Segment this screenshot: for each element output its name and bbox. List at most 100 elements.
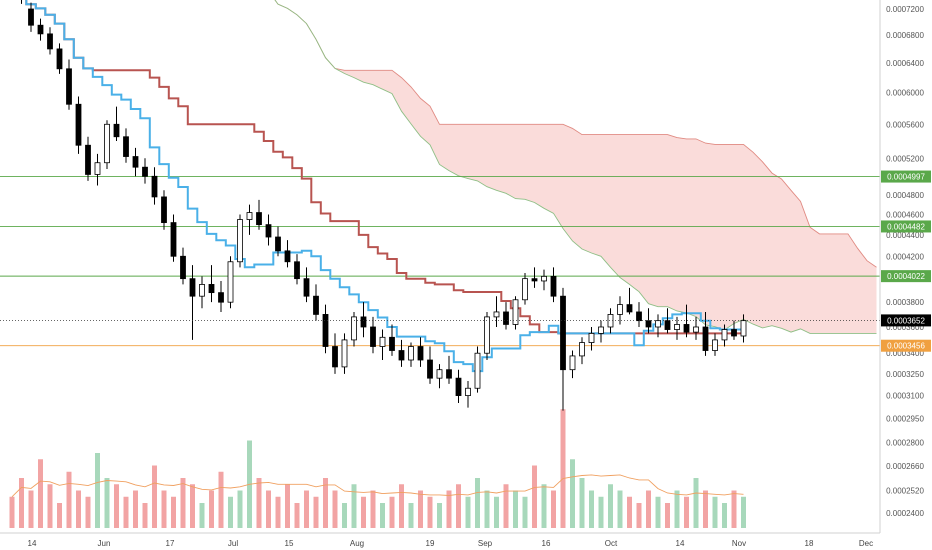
candle-body xyxy=(560,295,566,371)
volume-bar xyxy=(693,478,699,528)
volume-bar xyxy=(741,496,746,528)
volume-bar xyxy=(161,490,167,528)
candle-body xyxy=(37,24,44,35)
candle-body xyxy=(389,336,395,351)
candle-body xyxy=(636,311,642,322)
candle-body xyxy=(322,314,329,347)
candle-body xyxy=(531,278,538,282)
candle-body xyxy=(360,316,367,328)
volume-bar xyxy=(114,484,119,528)
candle-body xyxy=(265,224,272,238)
time-tick-label: Sep xyxy=(478,539,493,548)
price-tick-label: 0.0003400 xyxy=(886,349,924,358)
candle-body xyxy=(104,123,110,164)
candle-body xyxy=(731,329,737,337)
price-tag xyxy=(881,314,931,327)
price-tick-label: 0.0004200 xyxy=(886,252,924,261)
candle-body xyxy=(569,355,576,371)
volume-bars xyxy=(9,409,746,528)
price-tag xyxy=(881,339,931,352)
price-tick-label: 0.0006800 xyxy=(886,31,924,40)
time-tick-label: 16 xyxy=(542,539,551,548)
candle-body xyxy=(693,326,699,333)
volume-bar xyxy=(722,503,727,528)
volume-bar xyxy=(399,484,404,528)
volume-bar xyxy=(28,490,34,528)
candle-body xyxy=(740,320,747,337)
price-tick-label: 0.0002400 xyxy=(886,509,924,518)
price-tag-label: 0.0004482 xyxy=(887,222,925,231)
price-tick-label: 0.0003600 xyxy=(886,323,924,332)
time-tick-label: 18 xyxy=(805,539,814,548)
candle-body xyxy=(313,295,319,315)
volume-bar xyxy=(655,496,661,528)
candle-body xyxy=(721,329,728,341)
price-tag xyxy=(881,170,931,183)
candle-body xyxy=(712,339,718,351)
volume-bar xyxy=(465,496,471,528)
volume-bar xyxy=(256,478,262,528)
volume-bar xyxy=(712,496,718,528)
volume-bar xyxy=(19,478,24,528)
price-tick-label: 0.0006000 xyxy=(886,89,924,98)
volume-bar xyxy=(541,484,547,528)
time-tick-label: 14 xyxy=(676,539,685,548)
conversion-line xyxy=(25,0,744,373)
volume-bar xyxy=(418,490,423,528)
volume-bar xyxy=(503,484,509,528)
time-tick-label: 15 xyxy=(285,539,294,548)
candle-body xyxy=(161,196,167,223)
volume-bar xyxy=(380,503,385,528)
price-tick-label: 0.0004600 xyxy=(886,211,924,220)
volume-moving-average xyxy=(11,474,744,498)
candle-body xyxy=(484,316,490,354)
candle-body xyxy=(683,324,690,333)
volume-bar xyxy=(218,471,224,528)
candle-body xyxy=(493,311,500,318)
candle-body xyxy=(132,156,139,168)
candle-body xyxy=(47,33,53,50)
volume-bar xyxy=(76,490,81,528)
candle-body xyxy=(227,261,234,303)
volume-bar xyxy=(389,496,395,528)
volume-bar xyxy=(646,490,651,528)
candles xyxy=(21,0,747,411)
volume-bar xyxy=(313,496,319,528)
candle-body xyxy=(626,304,633,313)
price-tick-label: 0.0003100 xyxy=(886,392,924,401)
price-axis[interactable]: 0.0007200 0.0006800 0.0006400 0.0006000 0.00… xyxy=(886,5,924,518)
price-tag xyxy=(881,270,931,283)
volume-bar xyxy=(551,490,556,528)
price-tick-label: 0.0006400 xyxy=(886,59,924,68)
volume-bar xyxy=(133,490,138,528)
candle-body xyxy=(398,350,405,361)
time-tick-label: Aug xyxy=(350,539,364,548)
volume-bar xyxy=(47,484,53,528)
volume-bar xyxy=(142,503,148,528)
volume-bar xyxy=(285,484,290,528)
candle-body xyxy=(370,326,376,347)
price-tick-label: 0.0003800 xyxy=(886,298,924,307)
cloud-upper-edge xyxy=(274,0,877,268)
volume-bar xyxy=(589,490,594,528)
volume-bar xyxy=(570,459,575,528)
candle-body xyxy=(294,261,300,280)
candle-body xyxy=(645,320,652,328)
candle-body xyxy=(170,222,177,257)
time-tick-label: 17 xyxy=(166,539,175,548)
volume-bar xyxy=(665,503,670,528)
volume-bar xyxy=(38,459,43,528)
price-tick-label: 0.0007200 xyxy=(886,5,924,14)
volume-bar xyxy=(532,465,537,528)
time-axis[interactable]: 14 Jun 17 Jul 15 Aug 19 Sep 16 Oct 14 Nov 18 Dec xyxy=(28,539,874,548)
price-tick-label: 0.0004400 xyxy=(886,231,924,240)
price-tick-label: 0.0002520 xyxy=(886,487,924,496)
candle-body xyxy=(655,320,661,328)
time-tick-label: Nov xyxy=(732,539,746,548)
volume-bar xyxy=(180,478,186,528)
candle-body xyxy=(465,387,471,396)
volume-bar xyxy=(342,503,347,528)
time-axis-background xyxy=(0,533,880,550)
volume-bar xyxy=(304,490,309,528)
